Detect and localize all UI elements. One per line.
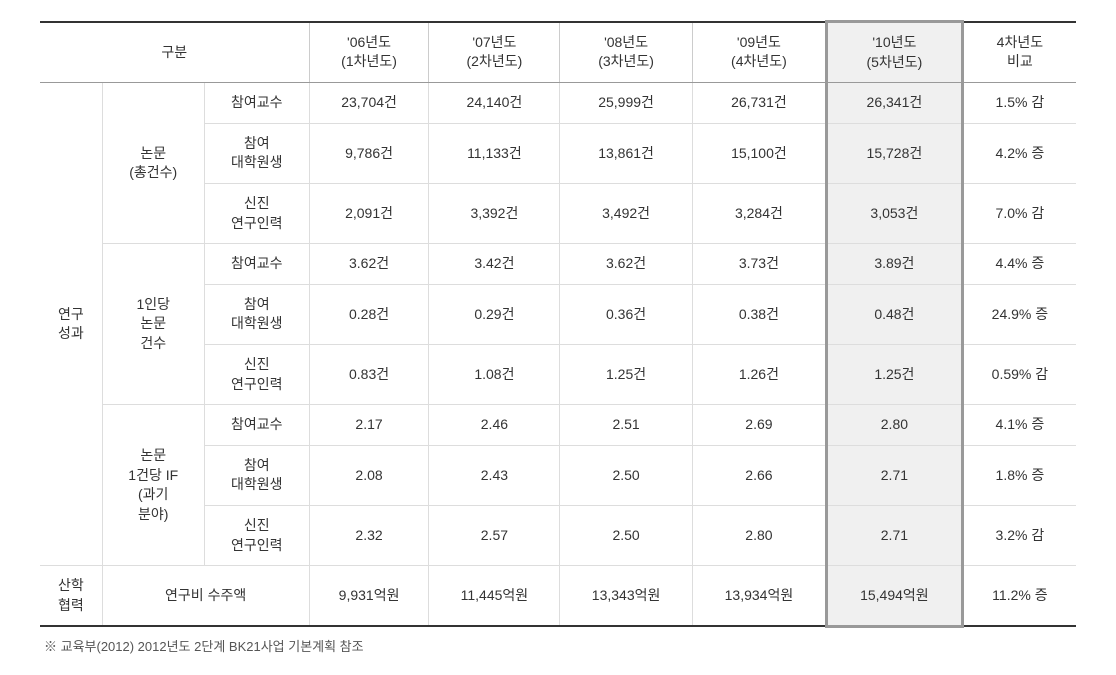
subcat-grad: 참여대학원생 bbox=[204, 284, 309, 344]
cell: 4.2% 증 bbox=[962, 123, 1076, 183]
cell: 0.83건 bbox=[309, 344, 429, 404]
cell: 2.43 bbox=[429, 445, 560, 505]
group-industry: 산학협력 bbox=[40, 566, 102, 627]
col-y06: '06년도(1차년도) bbox=[309, 22, 429, 83]
cell: 13,861건 bbox=[560, 123, 693, 183]
cell: 25,999건 bbox=[560, 83, 693, 124]
table-row: 1인당논문건수 참여교수 3.62건 3.42건 3.62건 3.73건 3.8… bbox=[40, 244, 1076, 285]
col-y08: '08년도(3차년도) bbox=[560, 22, 693, 83]
cell: 2.80 bbox=[827, 405, 963, 446]
header-row: 구분 '06년도(1차년도) '07년도(2차년도) '08년도(3차년도) '… bbox=[40, 22, 1076, 83]
cell: 3.89건 bbox=[827, 244, 963, 285]
cell: 0.48건 bbox=[827, 284, 963, 344]
cell: 3,053건 bbox=[827, 183, 963, 243]
cell: 1.5% 감 bbox=[962, 83, 1076, 124]
cell: 13,343억원 bbox=[560, 566, 693, 627]
data-table: 구분 '06년도(1차년도) '07년도(2차년도) '08년도(3차년도) '… bbox=[40, 20, 1076, 628]
cell: 2,091건 bbox=[309, 183, 429, 243]
cell: 0.28건 bbox=[309, 284, 429, 344]
subcat-new: 신진연구인력 bbox=[204, 505, 309, 565]
cell: 26,341건 bbox=[827, 83, 963, 124]
cell: 0.29건 bbox=[429, 284, 560, 344]
subcat-grad: 참여대학원생 bbox=[204, 123, 309, 183]
cell: 3.42건 bbox=[429, 244, 560, 285]
cell: 3.62건 bbox=[309, 244, 429, 285]
cell: 1.25건 bbox=[827, 344, 963, 404]
cell: 1.08건 bbox=[429, 344, 560, 404]
cell: 4.1% 증 bbox=[962, 405, 1076, 446]
cell: 7.0% 감 bbox=[962, 183, 1076, 243]
cell: 11,133건 bbox=[429, 123, 560, 183]
cell: 24.9% 증 bbox=[962, 284, 1076, 344]
cell: 15,100건 bbox=[692, 123, 826, 183]
group-research-fund: 연구비 수주액 bbox=[102, 566, 309, 627]
cell: 11,445억원 bbox=[429, 566, 560, 627]
col-y10: '10년도(5차년도) bbox=[827, 22, 963, 83]
cell: 3,492건 bbox=[560, 183, 693, 243]
cell: 15,728건 bbox=[827, 123, 963, 183]
group-papers-total: 논문(총건수) bbox=[102, 83, 204, 244]
cell: 1.26건 bbox=[692, 344, 826, 404]
subcat-new: 신진연구인력 bbox=[204, 344, 309, 404]
cell: 2.71 bbox=[827, 505, 963, 565]
cell: 2.57 bbox=[429, 505, 560, 565]
cell: 1.25건 bbox=[560, 344, 693, 404]
table-row: 논문1건당 IF(과기분야) 참여교수 2.17 2.46 2.51 2.69 … bbox=[40, 405, 1076, 446]
cell: 3,392건 bbox=[429, 183, 560, 243]
cell: 26,731건 bbox=[692, 83, 826, 124]
cell: 2.32 bbox=[309, 505, 429, 565]
cell: 9,931억원 bbox=[309, 566, 429, 627]
cell: 0.38건 bbox=[692, 284, 826, 344]
cell: 0.36건 bbox=[560, 284, 693, 344]
cell: 0.59% 감 bbox=[962, 344, 1076, 404]
cell: 15,494억원 bbox=[827, 566, 963, 627]
cell: 3,284건 bbox=[692, 183, 826, 243]
cell: 24,140건 bbox=[429, 83, 560, 124]
cell: 2.50 bbox=[560, 505, 693, 565]
cell: 1.8% 증 bbox=[962, 445, 1076, 505]
group-research: 연구성과 bbox=[40, 83, 102, 566]
col-y09: '09년도(4차년도) bbox=[692, 22, 826, 83]
cell: 2.71 bbox=[827, 445, 963, 505]
cell: 3.62건 bbox=[560, 244, 693, 285]
cell: 2.17 bbox=[309, 405, 429, 446]
group-papers-per: 1인당논문건수 bbox=[102, 244, 204, 405]
group-papers-if: 논문1건당 IF(과기분야) bbox=[102, 405, 204, 566]
subcat-prof: 참여교수 bbox=[204, 244, 309, 285]
subcat-prof: 참여교수 bbox=[204, 405, 309, 446]
footnote: ※ 교육부(2012) 2012년도 2단계 BK21사업 기본계획 참조 bbox=[40, 636, 1076, 655]
cell: 3.73건 bbox=[692, 244, 826, 285]
col-y07: '07년도(2차년도) bbox=[429, 22, 560, 83]
cell: 2.08 bbox=[309, 445, 429, 505]
col-compare: 4차년도비교 bbox=[962, 22, 1076, 83]
cell: 3.2% 감 bbox=[962, 505, 1076, 565]
subcat-grad: 참여대학원생 bbox=[204, 445, 309, 505]
table-row: 산학협력 연구비 수주액 9,931억원 11,445억원 13,343억원 1… bbox=[40, 566, 1076, 627]
table-row: 연구성과 논문(총건수) 참여교수 23,704건 24,140건 25,999… bbox=[40, 83, 1076, 124]
subcat-new: 신진연구인력 bbox=[204, 183, 309, 243]
cell: 2.66 bbox=[692, 445, 826, 505]
cell: 2.50 bbox=[560, 445, 693, 505]
cell: 4.4% 증 bbox=[962, 244, 1076, 285]
cell: 2.46 bbox=[429, 405, 560, 446]
col-category: 구분 bbox=[40, 22, 309, 83]
cell: 2.80 bbox=[692, 505, 826, 565]
subcat-prof: 참여교수 bbox=[204, 83, 309, 124]
cell: 11.2% 증 bbox=[962, 566, 1076, 627]
cell: 2.69 bbox=[692, 405, 826, 446]
cell: 2.51 bbox=[560, 405, 693, 446]
cell: 9,786건 bbox=[309, 123, 429, 183]
cell: 13,934억원 bbox=[692, 566, 826, 627]
cell: 23,704건 bbox=[309, 83, 429, 124]
